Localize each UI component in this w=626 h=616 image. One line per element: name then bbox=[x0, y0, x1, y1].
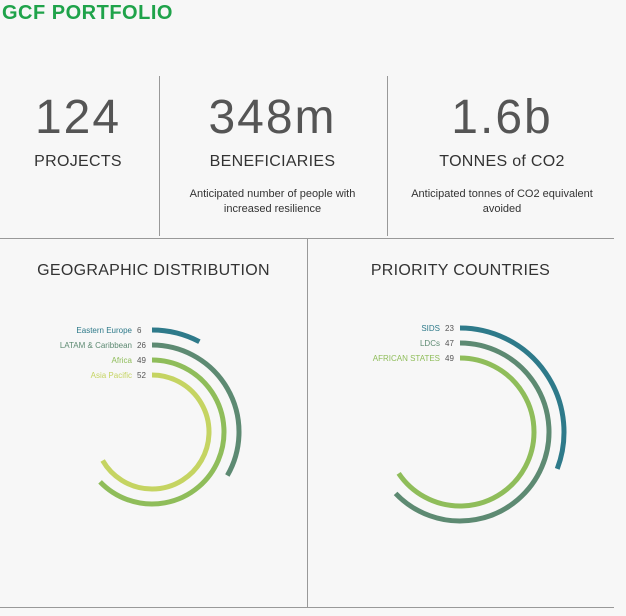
ring-arc-asia-pacific bbox=[100, 372, 212, 492]
page-title: GCF PORTFOLIO bbox=[2, 2, 173, 24]
ring-arc-ldcs bbox=[393, 340, 552, 524]
ring-label-name: LDCs bbox=[420, 339, 440, 348]
stat-description: Anticipated tonnes of CO2 equivalent avo… bbox=[411, 188, 593, 215]
stat-value: 348m bbox=[208, 91, 337, 144]
ring-arc-eastern-europe bbox=[151, 327, 201, 344]
ring-arc-african-states bbox=[396, 355, 537, 509]
stat-value: 1.6b bbox=[451, 91, 553, 144]
divider bbox=[387, 76, 388, 236]
stat-beneficiaries: 348m BENEFICIARIES Anticipated number of… bbox=[170, 85, 375, 217]
stat-label: TONNES of CO2 bbox=[439, 153, 565, 170]
divider bbox=[0, 607, 614, 608]
ring-label-value: 49 bbox=[137, 356, 146, 365]
chart-title-priority: PRIORITY COUNTRIES bbox=[370, 262, 551, 279]
stat-projects: 124 PROJECTS bbox=[18, 85, 138, 187]
ring-label-value: 52 bbox=[137, 371, 146, 380]
stat-co2: 1.6b TONNES of CO2 Anticipated tonnes of… bbox=[396, 85, 608, 217]
stat-description: Anticipated number of people with increa… bbox=[189, 188, 356, 215]
ring-arc-africa bbox=[98, 357, 227, 507]
divider bbox=[307, 238, 308, 608]
ring-label-name: LATAM & Caribbean bbox=[60, 341, 132, 350]
divider bbox=[159, 76, 160, 236]
ring-label-name: Asia Pacific bbox=[91, 371, 132, 380]
stat-value: 124 bbox=[34, 91, 122, 144]
ring-label-name: AFRICAN STATES bbox=[373, 354, 440, 363]
ring-label-value: 49 bbox=[445, 354, 454, 363]
ring-label-name: Africa bbox=[112, 356, 133, 365]
stat-label: PROJECTS bbox=[34, 153, 122, 170]
ring-label-name: Eastern Europe bbox=[76, 326, 132, 335]
ring-label-value: 26 bbox=[137, 341, 146, 350]
priority-radial-chart: SIDS 23 LDCs 47 AFRICAN STATES 49 bbox=[373, 324, 567, 524]
geographic-radial-chart: Eastern Europe 6 LATAM & Caribbean 26 Africa… bbox=[60, 326, 242, 507]
ring-label-value: 23 bbox=[445, 324, 454, 333]
ring-label-name: SIDS bbox=[421, 324, 440, 333]
stat-label: BENEFICIARIES bbox=[209, 153, 336, 170]
ring-arc-sids bbox=[459, 325, 567, 470]
ring-arc-latam-caribbean bbox=[151, 342, 242, 477]
chart-title-geographic: GEOGRAPHIC DISTRIBUTION bbox=[37, 262, 270, 279]
ring-label-value: 47 bbox=[445, 339, 454, 348]
ring-label-value: 6 bbox=[137, 326, 142, 335]
